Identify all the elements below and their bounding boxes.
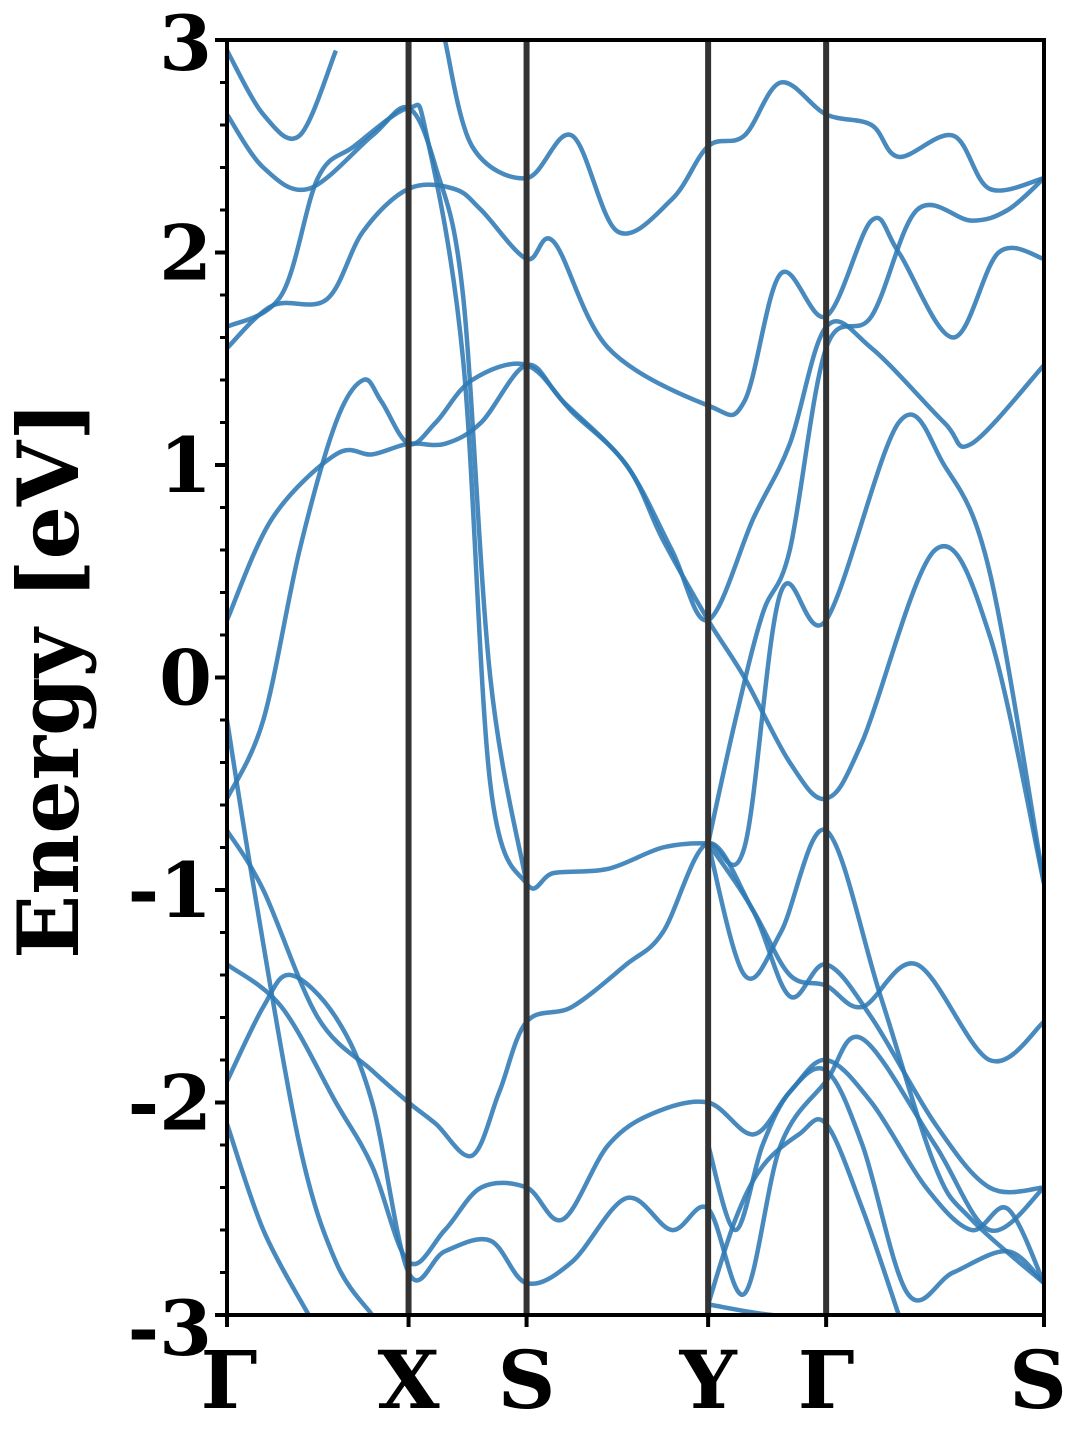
y-tick-label: 2 [159, 209, 212, 298]
band-line-7 [442, 40, 1044, 236]
band-line-10 [227, 962, 1044, 1285]
y-tick-label: 1 [159, 421, 212, 510]
band-lines [227, 40, 1044, 1315]
x-tick-label-5: Γ [798, 1333, 855, 1427]
high-symmetry-lines [405, 40, 830, 1315]
y-axis-ticks: -3 -2 -1 0 1 2 3 [128, 0, 227, 1373]
x-tick-label-1: Γ [201, 1333, 258, 1427]
band-line-2 [227, 319, 1044, 800]
band-line-3 [227, 182, 1044, 418]
band-line-6 [227, 49, 338, 141]
band-line-13 [227, 719, 375, 1315]
band-line-4 [227, 102, 1044, 891]
y-tick-label: 3 [159, 0, 212, 88]
x-tick-label-2: X [378, 1333, 440, 1427]
y-tick-label: 0 [159, 634, 212, 723]
band-line-16 [705, 827, 1044, 1285]
band-line-11 [227, 972, 1044, 1297]
band-line-18 [705, 1117, 901, 1315]
band-line-15 [706, 842, 1044, 1195]
y-tick-label: -1 [128, 846, 212, 935]
y-tick-label: -3 [128, 1284, 212, 1373]
band-line-9 [227, 829, 1044, 1159]
band-line-5 [227, 104, 529, 884]
x-tick-label-3: S [498, 1333, 556, 1427]
band-line-1 [227, 362, 1044, 885]
y-axis-label: Energy [eV] [0, 401, 98, 959]
band-line-17 [705, 1066, 1044, 1303]
band-line-12 [227, 1123, 311, 1315]
x-tick-label-6: S [1009, 1333, 1067, 1427]
x-tick-label-4: Y [679, 1333, 738, 1427]
y-tick-label: -2 [128, 1059, 212, 1148]
